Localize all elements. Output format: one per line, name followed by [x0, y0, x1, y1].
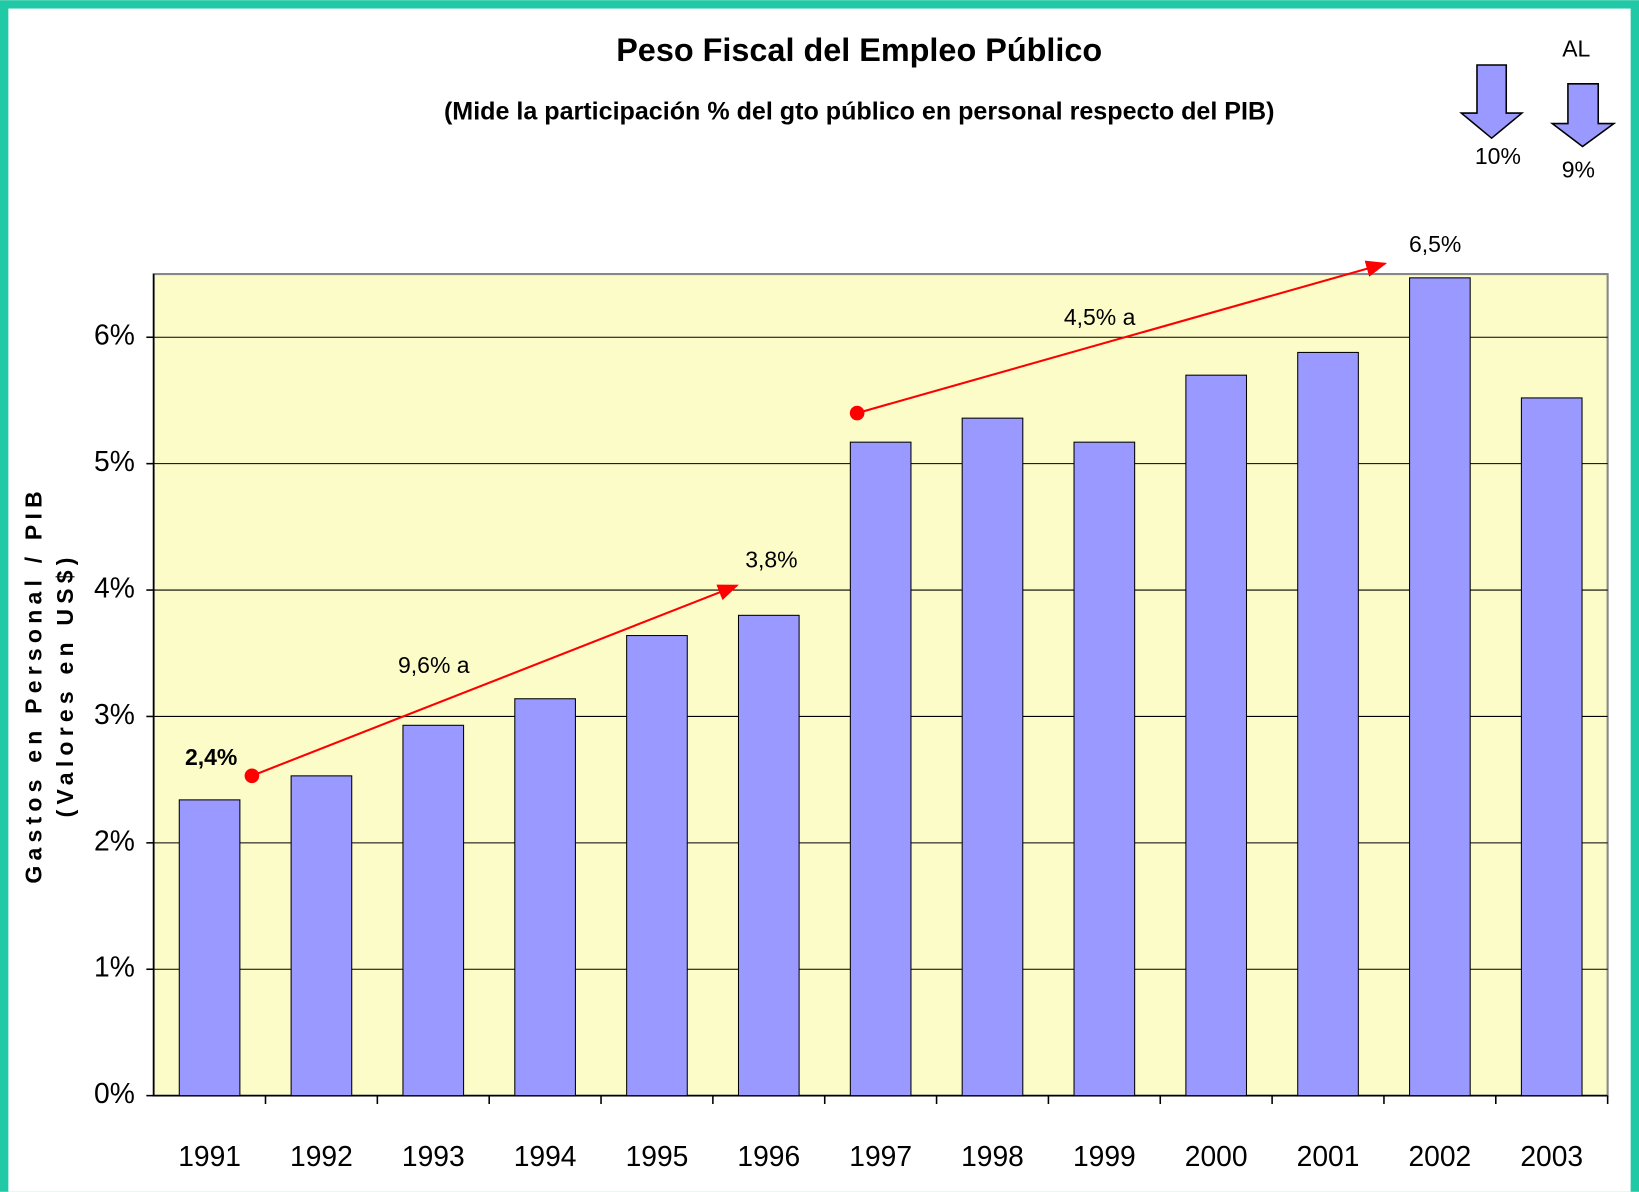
down-arrow-icon	[1459, 64, 1525, 140]
trend-arrow	[251, 584, 739, 777]
bar	[849, 441, 912, 1097]
x-tick-label: 1997	[849, 1140, 912, 1172]
x-tick-label: 1999	[1073, 1140, 1136, 1172]
annotation: 10%	[1475, 143, 1521, 169]
trend-start	[244, 768, 260, 784]
x-tick-label: 1992	[290, 1140, 353, 1172]
bar	[1073, 441, 1136, 1097]
bar	[1297, 351, 1359, 1097]
bar	[1185, 374, 1248, 1097]
annotation: 2,4%	[185, 744, 237, 770]
chart-subtitle: (Mide la participación % del gto público…	[444, 98, 1275, 126]
x-tick-label: 1993	[402, 1140, 465, 1172]
x-tick-label: 2002	[1408, 1140, 1471, 1172]
x-tick-label: 1995	[626, 1140, 689, 1172]
trend-arrow	[856, 260, 1388, 415]
bar	[178, 799, 241, 1097]
bar	[737, 614, 800, 1097]
y-tick-label: 5%	[94, 445, 135, 477]
y-tick-label: 6%	[94, 319, 135, 351]
y-label-line: (Valores en US$)	[52, 552, 78, 817]
bar	[402, 724, 465, 1097]
x-tick-label: 2001	[1297, 1140, 1360, 1172]
y-axis-label: Gastos en Personal / PIB (Valores en US$…	[21, 486, 78, 884]
annotation: 3,8%	[745, 547, 797, 573]
annotation: 6,5%	[1409, 231, 1461, 257]
x-tick-label: 2003	[1520, 1140, 1583, 1172]
x-tick-label: 1998	[961, 1140, 1024, 1172]
x-tick-label: 1996	[737, 1140, 800, 1172]
annotation: AL	[1562, 35, 1590, 61]
bar	[961, 417, 1024, 1097]
trend-start	[849, 405, 865, 421]
bar	[626, 635, 688, 1097]
x-tick-label: 1994	[514, 1140, 577, 1172]
y-tick-label: 1%	[94, 951, 135, 983]
bar	[514, 698, 576, 1097]
bar	[1409, 277, 1471, 1097]
annotation: 9,6% a	[398, 652, 470, 678]
annotation: 4,5% a	[1064, 304, 1136, 330]
x-tick-label: 1991	[178, 1140, 241, 1172]
x-tick-label: 2000	[1185, 1140, 1248, 1172]
y-tick-label: 3%	[94, 698, 135, 730]
y-tick-label: 2%	[94, 824, 135, 856]
bar	[290, 775, 353, 1097]
y-label-line: Gastos en Personal / PIB	[21, 486, 47, 884]
chart-title: Peso Fiscal del Empleo Público	[616, 32, 1102, 68]
annotation: 9%	[1562, 157, 1595, 183]
down-arrow-icon	[1549, 83, 1617, 148]
y-tick-label: 0%	[94, 1077, 135, 1109]
bar	[1520, 397, 1583, 1097]
y-tick-label: 4%	[94, 572, 135, 604]
